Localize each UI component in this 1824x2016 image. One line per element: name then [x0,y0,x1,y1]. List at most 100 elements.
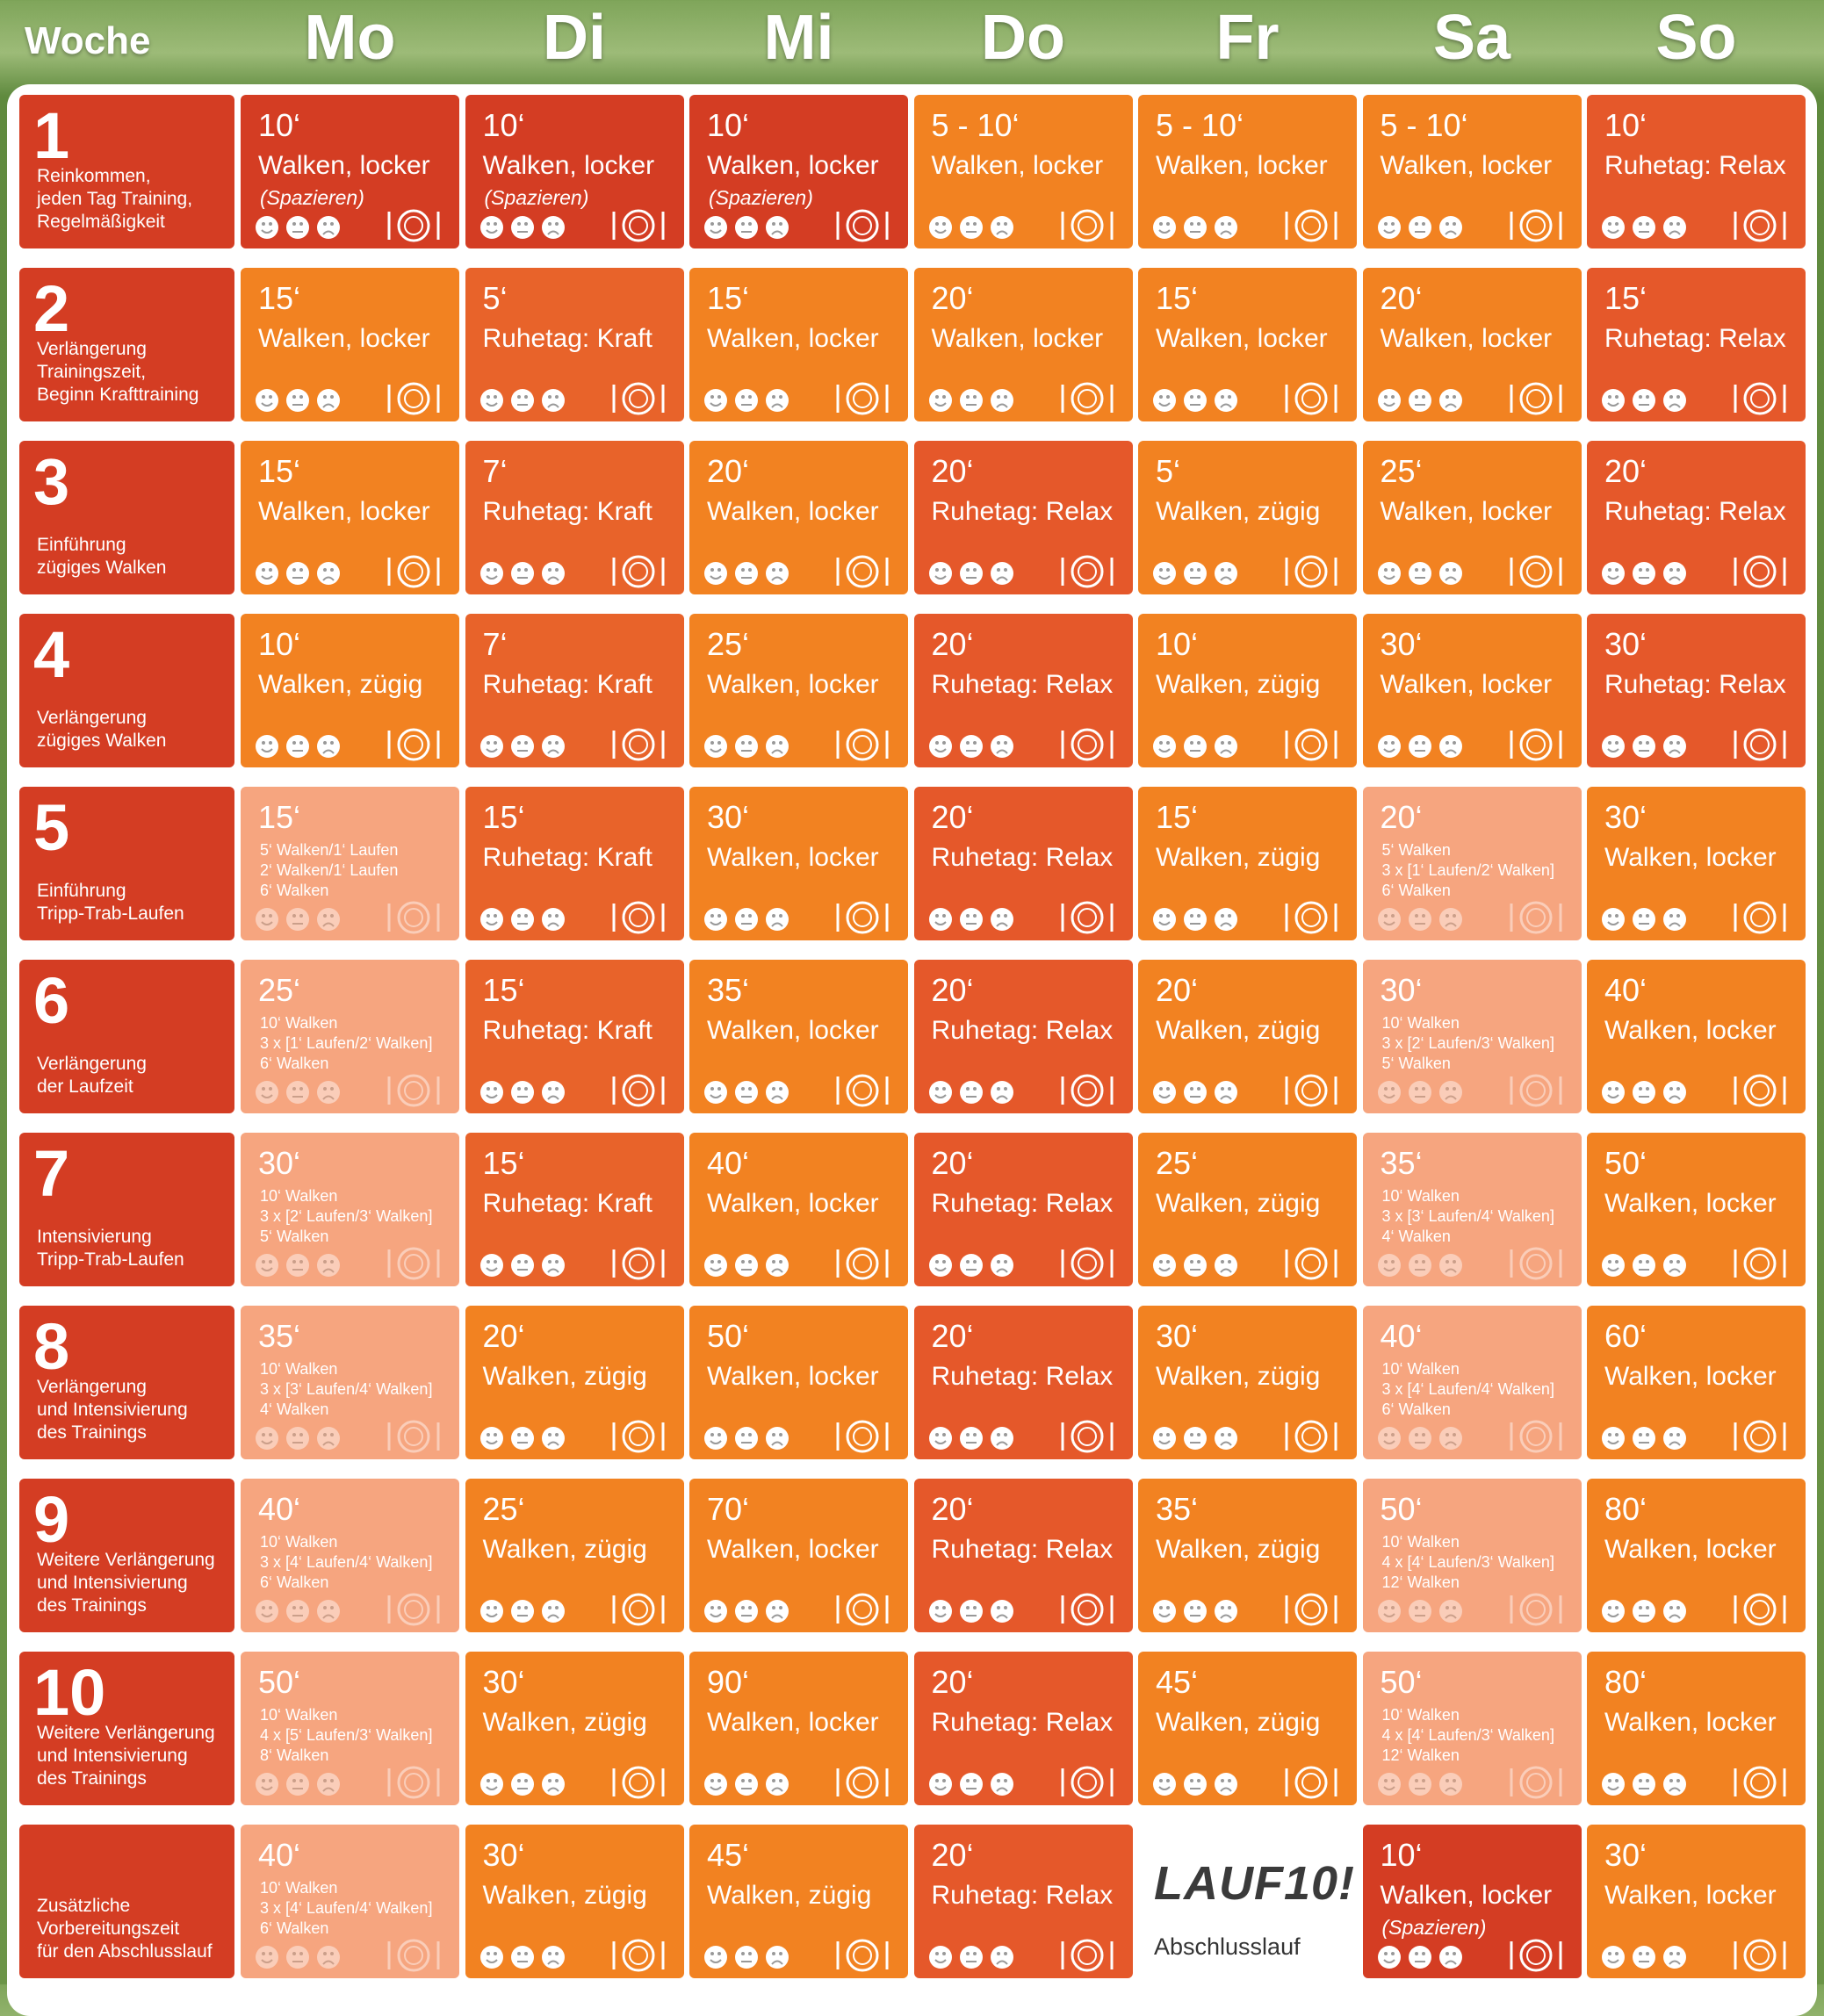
rating-icons [241,1244,459,1283]
day-cell: 20‘5‘ Walken3 x [1‘ Laufen/2‘ Walken]6‘ … [1363,787,1582,940]
rating-icons [689,1071,908,1110]
time: 20‘ [932,1318,974,1355]
activity: Walken, zügig [1156,1362,1320,1392]
day-cell: 20‘Ruhetag: Relax [914,1133,1133,1286]
time: 30‘ [1381,972,1423,1009]
activity: Ruhetag: Kraft [483,1189,652,1219]
activity: Walken, locker [707,1189,879,1219]
time: 15‘ [483,799,525,836]
week-number: 6 [33,963,69,1038]
rating-icons [689,1244,908,1283]
day-cell: 40‘Walken, locker [689,1133,908,1286]
activity: Walken, zügig [483,1362,647,1392]
day-cell: 20‘ Ruhetag: Relax [914,441,1133,594]
rating-icons [241,725,459,764]
week-number: 2 [33,271,69,346]
time: 50‘ [1381,1491,1423,1528]
time: 10‘ [707,107,749,144]
day-cell: 15‘Ruhetag: Kraft [465,1133,684,1286]
day-cell: 40‘10‘ Walken3 x [4‘ Laufen/4‘ Walken]6‘… [241,1825,459,1978]
week-description: Verlängerung [37,1377,147,1398]
time: 20‘ [932,453,974,490]
rating-icons [465,379,684,418]
time: 30‘ [707,799,749,836]
rating-icons [914,1590,1133,1629]
time: 5 - 10‘ [1381,107,1468,144]
rating-icons [1363,725,1582,764]
time: 10‘ [258,107,300,144]
week-label: 7IntensivierungTripp-Trab-Laufen [19,1133,234,1286]
detail-line: 10‘ Walken [260,1879,337,1897]
rating-icons [1587,1244,1806,1283]
day-cell: 20‘Ruhetag: Relax [1587,441,1806,594]
activity: Walken, zügig [707,1881,871,1911]
week-header: Woche [25,19,150,63]
rating-icons [1138,1244,1357,1283]
time: 35‘ [258,1318,300,1355]
day-cell: 15‘Walken, zügig [1138,787,1357,940]
day-cell: 30‘Ruhetag: Relax [1587,614,1806,767]
time: 15‘ [258,799,300,836]
rating-icons [1138,1590,1357,1629]
rating-icons [1587,898,1806,937]
activity: Ruhetag: Relax [1604,151,1786,181]
rating-icons [914,1763,1133,1802]
activity: Ruhetag: Kraft [483,670,652,700]
rating-icons [241,206,459,245]
time: 30‘ [483,1837,525,1874]
activity: Walken, zügig [1156,1016,1320,1046]
rating-icons [241,552,459,591]
detail-line: 4‘ Walken [260,1400,328,1419]
activity: Walken, locker [707,497,879,527]
day-cell: 45‘Walken, zügig [1138,1652,1357,1805]
time: 30‘ [483,1664,525,1701]
day-cell: 30‘10‘ Walken3 x [2‘ Laufen/3‘ Walken]5‘… [1363,960,1582,1113]
day-cell: 5‘Walken, zügig [1138,441,1357,594]
week-number: 10 [33,1655,105,1730]
day-cell: 20‘Ruhetag: Relax [914,1479,1133,1632]
week-number: 8 [33,1309,69,1384]
activity: Ruhetag: Kraft [483,324,652,354]
week-description: Verlängerung [37,339,147,360]
week-description: Einführung [37,535,126,556]
rating-icons [1138,725,1357,764]
detail-line: 3 x [3‘ Laufen/4‘ Walken] [260,1380,432,1399]
rating-icons [465,206,684,245]
rating-icons [914,1244,1133,1283]
activity: Walken, zügig [483,1881,647,1911]
week-description: zügiges Walken [37,558,166,579]
day-cell: 80‘Walken, locker [1587,1479,1806,1632]
day-cell: 20‘Ruhetag: Relax [914,960,1133,1113]
detail-line: 6‘ Walken [260,1055,328,1073]
rating-icons [689,1936,908,1975]
day-cell: 35‘Walken, locker [689,960,908,1113]
day-cell: 30‘Walken, locker [1587,1825,1806,1978]
day-cell: 40‘10‘ Walken3 x [4‘ Laufen/4‘ Walken]6‘… [1363,1306,1582,1459]
time: 50‘ [1381,1664,1423,1701]
day-cell: 25‘Walken, locker [1363,441,1582,594]
activity: Ruhetag: Relax [932,497,1114,527]
day-cell: 25‘10‘ Walken3 x [1‘ Laufen/2‘ Walken]6‘… [241,960,459,1113]
rating-icons [465,898,684,937]
time: 15‘ [258,453,300,490]
day-header: So [1587,2,1806,74]
activity: Walken, locker [1604,1016,1777,1046]
time: 10‘ [483,107,525,144]
day-cell: 25‘Walken, locker [689,614,908,767]
time: 5 - 10‘ [1156,107,1244,144]
day-cell: 15‘Walken, locker [689,268,908,421]
time: 35‘ [1381,1145,1423,1182]
week-number: 5 [33,790,69,865]
day-cell: 15‘Walken, locker [241,268,459,421]
week-description: zügiges Walken [37,731,166,752]
day-cell: 20‘Ruhetag: Relax [914,1652,1133,1805]
rating-icons [1587,379,1806,418]
day-cell: 10‘Walken, locker(Spazieren) [1363,1825,1582,1978]
logo-caption: Abschlusslauf [1154,1933,1301,1961]
rating-icons [465,725,684,764]
day-cell: 15‘5‘ Walken/1‘ Laufen2‘ Walken/1‘ Laufe… [241,787,459,940]
week-number: 9 [33,1482,69,1557]
week-description: und Intensivierung [37,1573,188,1594]
